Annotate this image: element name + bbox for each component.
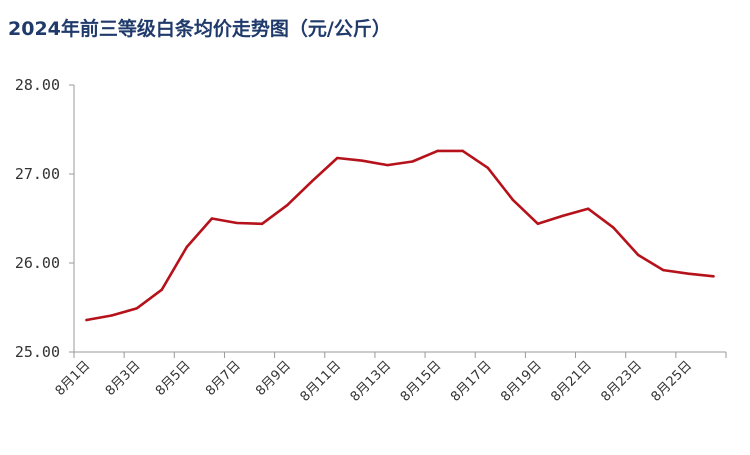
data-point (561, 214, 565, 218)
x-tick-label: 8月13日 (348, 358, 395, 405)
data-point (411, 160, 414, 163)
chart-title: 2024年前三等级白条均价走势图（元/公斤） (8, 18, 391, 40)
x-tick-label: 8月9日 (253, 358, 294, 399)
data-point (110, 314, 113, 317)
x-tick-label: 8月25日 (649, 358, 696, 405)
data-point (336, 156, 339, 160)
data-point (687, 272, 690, 275)
data-point (235, 221, 239, 225)
x-tick-label: 8月19日 (498, 358, 545, 405)
x-tick-label: 8月1日 (53, 358, 94, 399)
data-point (637, 253, 640, 257)
y-tick-label: 27.00 (15, 165, 60, 183)
data-point (511, 198, 515, 202)
x-tick-label: 8月21日 (548, 358, 595, 405)
data-point (311, 179, 314, 183)
x-tick-label: 8月7日 (203, 358, 244, 399)
x-tick-label: 8月17日 (448, 358, 495, 405)
series-line (85, 149, 715, 322)
data-point (662, 268, 665, 272)
data-point (486, 166, 489, 169)
data-point (185, 245, 189, 249)
data-point (436, 149, 439, 153)
data-point (85, 318, 88, 322)
x-tick-label: 8月3日 (103, 358, 144, 399)
y-tick-label: 26.00 (15, 254, 60, 272)
data-point (260, 222, 264, 226)
data-point (611, 226, 615, 229)
data-point (712, 275, 715, 278)
data-point (160, 288, 163, 291)
data-point (536, 222, 540, 226)
data-point (210, 217, 214, 220)
y-tick-label: 28.00 (15, 76, 60, 94)
data-point (461, 149, 464, 153)
y-tick-label: 25.00 (15, 343, 60, 361)
data-point (135, 307, 138, 310)
x-tick-label: 8月23日 (599, 358, 646, 405)
data-point (361, 159, 364, 162)
data-point (285, 203, 289, 207)
x-tick-label: 8月11日 (298, 358, 345, 405)
x-tick-label: 8月5日 (153, 358, 194, 399)
data-point (586, 207, 590, 210)
x-tick-label: 8月15日 (398, 358, 445, 405)
data-point (386, 163, 389, 167)
